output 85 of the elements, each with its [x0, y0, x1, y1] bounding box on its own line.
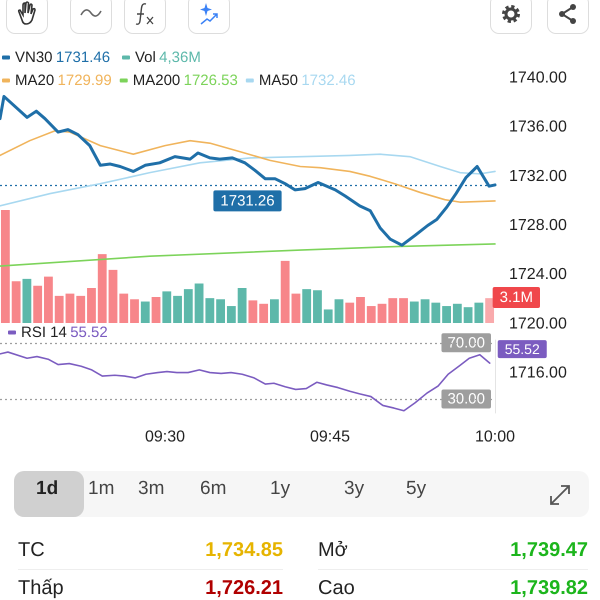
- line-series: [0, 243, 496, 267]
- y-tick-label: 1724.00: [509, 266, 567, 284]
- bar: [22, 278, 32, 323]
- bar: [302, 289, 312, 323]
- annotation: 55.52: [70, 324, 108, 341]
- bar: [33, 286, 42, 323]
- annotation: 1726.53: [184, 72, 238, 89]
- bar: [410, 302, 419, 323]
- bar: [98, 254, 107, 323]
- data-label: 55.52: [504, 341, 540, 358]
- text: 1,726.21: [205, 577, 283, 600]
- bar: [474, 302, 484, 323]
- bar: [205, 298, 214, 323]
- bar: [485, 298, 494, 323]
- bar: [356, 297, 365, 323]
- bar: [452, 304, 462, 323]
- text: 1,734.85: [205, 539, 283, 562]
- text: Thấp: [18, 577, 64, 600]
- y-tick-label: 1720.00: [509, 315, 567, 332]
- line-series: [0, 153, 496, 207]
- bar: [378, 304, 386, 323]
- y-tick-label: 1732.00: [509, 168, 567, 185]
- line-series: [0, 351, 491, 412]
- bar: [184, 289, 193, 323]
- bar: [334, 299, 344, 323]
- annotation: 1732.46: [301, 72, 356, 89]
- y-tick-label: 30.00: [447, 390, 485, 408]
- text: 1,739.82: [510, 577, 588, 600]
- bar: [270, 299, 279, 323]
- text: Cao: [318, 577, 355, 600]
- bar: [119, 294, 128, 323]
- text: 1731.46: [56, 49, 110, 66]
- bar: [420, 299, 430, 323]
- legend-label: VN30: [15, 49, 53, 66]
- bar: [442, 306, 451, 323]
- bar: [216, 299, 226, 323]
- bar: [54, 296, 64, 323]
- bar: [194, 283, 204, 323]
- text: 1y: [270, 478, 290, 500]
- text: 1,739.47: [510, 539, 588, 562]
- bar: [173, 296, 182, 323]
- annotation: 1729.99: [58, 72, 112, 89]
- bar: [399, 298, 408, 323]
- legend-label: MA20: [15, 72, 54, 89]
- text: 6m: [200, 478, 226, 500]
- bar: [388, 298, 398, 323]
- legend-label: Vol: [135, 49, 156, 66]
- text: 1d: [36, 478, 58, 500]
- bar: [66, 294, 74, 323]
- bar: [345, 302, 354, 323]
- bar: [162, 291, 172, 323]
- text: 4,36M: [159, 49, 201, 66]
- y-tick-label: 1740.00: [509, 70, 567, 86]
- bar: [108, 270, 118, 323]
- bar: [44, 276, 53, 323]
- y-tick-label: 1736.00: [509, 118, 567, 136]
- text: TC: [18, 539, 45, 562]
- legend-label: RSI 14: [21, 324, 67, 341]
- text: 3.1M: [500, 289, 534, 306]
- legend-label: MA200: [132, 72, 180, 89]
- bar: [324, 309, 333, 323]
- text: 3m: [138, 478, 164, 500]
- bar: [140, 302, 150, 323]
- text: 1m: [88, 478, 114, 500]
- bar: [76, 296, 86, 323]
- bar: [292, 294, 300, 323]
- bar: [280, 260, 290, 323]
- x-tick-label: 09:30: [144, 428, 186, 446]
- x-tick-label: 10:00: [474, 428, 516, 446]
- text: Mở: [318, 539, 348, 562]
- x-tick-label: 09:45: [310, 428, 350, 446]
- bar: [366, 306, 376, 323]
- ref-line-label: 1731.26: [220, 192, 275, 210]
- y-tick-label: 1716.00: [509, 364, 567, 382]
- y-tick-label: 1728.00: [509, 217, 567, 234]
- text: 3y: [344, 478, 364, 500]
- text: 5y: [406, 478, 426, 500]
- bar: [313, 290, 322, 323]
- bar: [87, 288, 96, 323]
- y-tick-label: 70.00: [447, 334, 485, 352]
- legend-label: MA50: [258, 72, 298, 89]
- bar: [464, 307, 473, 323]
- bar: [431, 302, 440, 323]
- bar: [152, 297, 160, 323]
- bar: [130, 299, 139, 323]
